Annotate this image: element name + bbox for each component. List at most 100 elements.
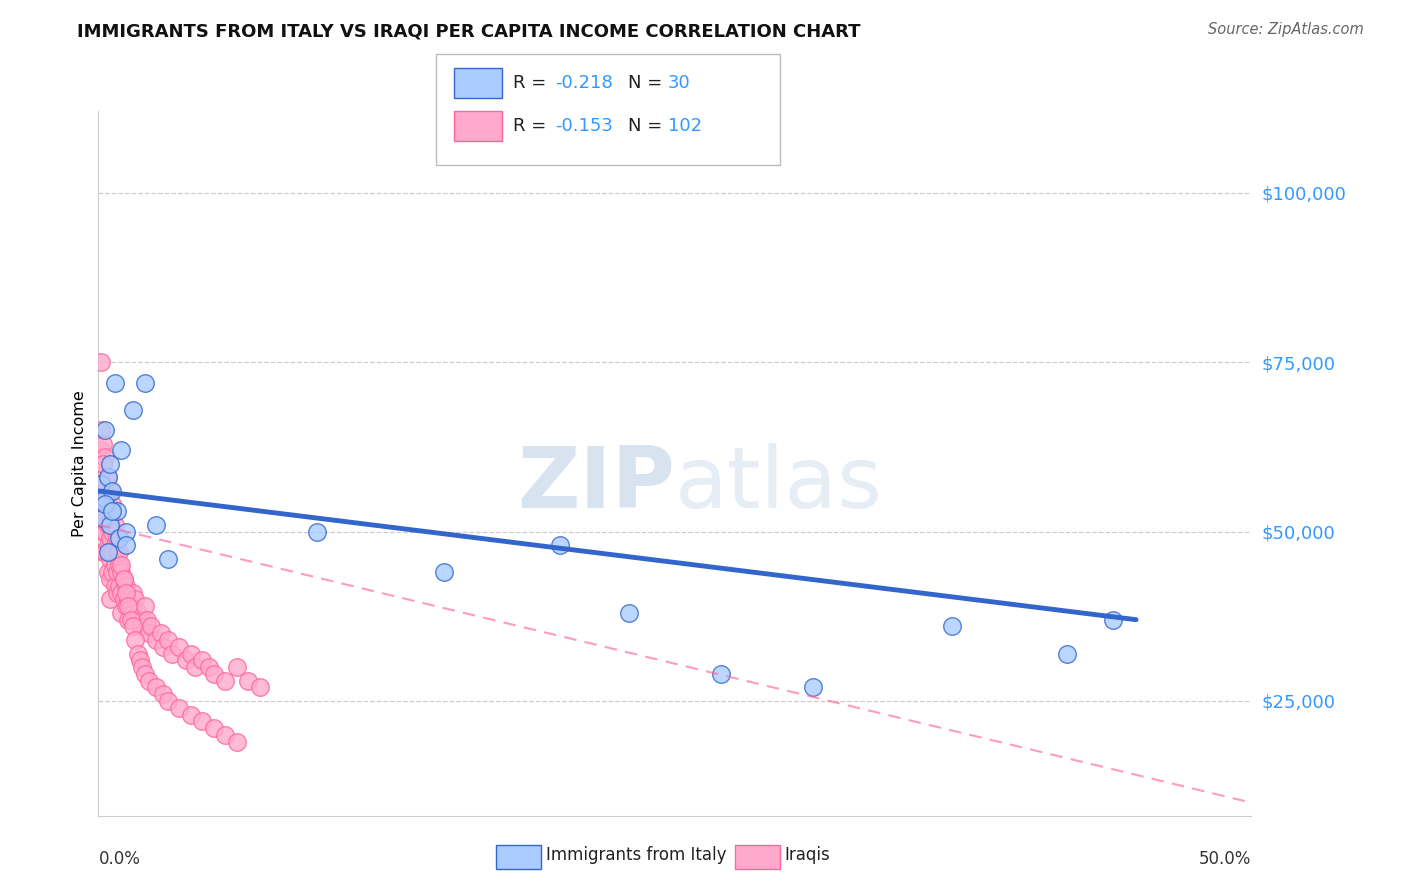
Point [180, 647, 202, 661]
Point [135, 613, 157, 627]
Point [98, 511, 121, 525]
Point [115, 579, 138, 593]
Point [91, 524, 114, 539]
Point [108, 532, 131, 546]
Text: IMMIGRANTS FROM ITALY VS IRAQI PER CAPITA INCOME CORRELATION CHART: IMMIGRANTS FROM ITALY VS IRAQI PER CAPIT… [77, 22, 860, 40]
Point [184, 660, 207, 674]
Point [105, 532, 128, 546]
Point [801, 681, 824, 695]
Point [98, 532, 121, 546]
Point [103, 558, 125, 573]
Point [307, 524, 329, 539]
Point [160, 647, 183, 661]
Point [94, 491, 117, 505]
Point [548, 538, 571, 552]
Point [91, 498, 114, 512]
Point [90, 355, 112, 369]
Point [91, 511, 114, 525]
Point [91, 457, 114, 471]
Point [110, 566, 132, 580]
Point [90, 470, 112, 484]
Point [134, 376, 156, 390]
Point [117, 613, 139, 627]
Point [110, 558, 132, 573]
Point [152, 640, 174, 654]
Point [108, 579, 131, 593]
Point [145, 633, 167, 648]
Point [617, 606, 640, 620]
Point [167, 700, 190, 714]
Point [94, 483, 117, 498]
Point [101, 524, 124, 539]
Point [202, 721, 225, 735]
Point [191, 653, 214, 667]
Point [115, 538, 138, 552]
Point [134, 666, 156, 681]
Point [134, 619, 156, 633]
Text: ZIP: ZIP [517, 443, 675, 526]
Point [91, 436, 114, 450]
Point [129, 653, 152, 667]
Point [103, 579, 125, 593]
Point [98, 551, 121, 566]
Point [214, 728, 236, 742]
Point [110, 443, 132, 458]
Text: -0.218: -0.218 [555, 74, 613, 92]
Point [105, 545, 128, 559]
Y-axis label: Per Capita Income: Per Capita Income [72, 391, 87, 537]
Point [94, 423, 117, 437]
Point [108, 545, 131, 559]
Point [97, 517, 120, 532]
Point [156, 551, 179, 566]
Text: R =: R = [513, 117, 553, 135]
Point [115, 524, 138, 539]
Point [90, 477, 112, 491]
Point [101, 504, 124, 518]
Point [149, 626, 172, 640]
Point [94, 524, 117, 539]
Point [112, 592, 135, 607]
Point [145, 517, 167, 532]
Point [1056, 647, 1078, 661]
Point [120, 599, 142, 614]
Point [433, 566, 456, 580]
Point [191, 714, 214, 729]
Point [103, 538, 125, 552]
Point [90, 443, 112, 458]
Text: atlas: atlas [675, 443, 883, 526]
Point [98, 457, 121, 471]
Point [94, 504, 117, 518]
Point [94, 450, 117, 464]
Point [110, 606, 132, 620]
Point [1102, 613, 1125, 627]
Point [91, 545, 114, 559]
Text: N =: N = [628, 117, 668, 135]
Point [108, 558, 131, 573]
Point [97, 470, 120, 484]
Point [101, 498, 124, 512]
Point [101, 566, 124, 580]
Point [122, 606, 145, 620]
Text: Immigrants from Italy: Immigrants from Italy [546, 847, 725, 864]
Point [105, 585, 128, 599]
Point [115, 585, 138, 599]
Point [225, 660, 247, 674]
Point [91, 457, 114, 471]
Point [138, 626, 160, 640]
Point [94, 498, 117, 512]
Point [103, 517, 125, 532]
Point [122, 402, 145, 417]
Point [138, 673, 160, 688]
Point [249, 681, 271, 695]
Point [90, 511, 112, 525]
Text: 50.0%: 50.0% [1199, 850, 1251, 868]
Point [112, 572, 135, 586]
Point [97, 545, 120, 559]
Point [141, 619, 163, 633]
Point [91, 477, 114, 491]
Point [97, 498, 120, 512]
Point [710, 666, 733, 681]
Point [124, 592, 146, 607]
Point [98, 483, 121, 498]
Point [105, 566, 128, 580]
